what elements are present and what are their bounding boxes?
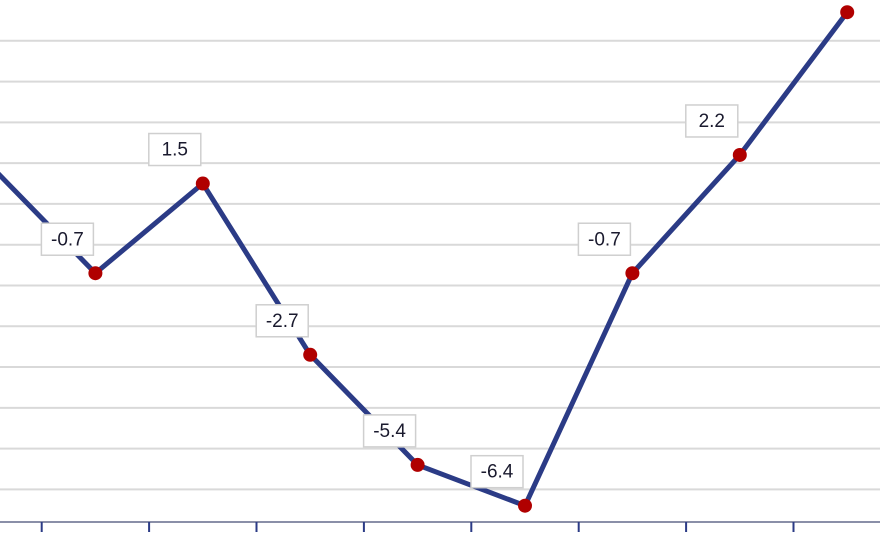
data-label-box (577, 222, 632, 256)
data-label-text: -2.7 (266, 311, 299, 332)
data-point (410, 457, 425, 472)
data-label: -2.7 (255, 304, 309, 338)
data-label-text: -0.7 (51, 229, 84, 250)
data-label-text: 2.2 (699, 111, 725, 132)
data-point (840, 5, 855, 20)
data-label-text: -5.4 (373, 421, 406, 442)
data-point (518, 498, 532, 513)
data-label: -6.4 (470, 454, 524, 489)
data-label-box (470, 454, 524, 489)
data-label: -0.7 (577, 222, 632, 256)
data-point (732, 147, 747, 162)
data-line (0, 10, 850, 509)
data-label: -0.7 (40, 222, 95, 256)
data-point (195, 176, 210, 191)
data-point (88, 266, 103, 281)
data-label-box (255, 304, 309, 338)
data-point (625, 266, 640, 281)
data-label: 2.2 (685, 104, 739, 138)
data-label: 1.5 (148, 132, 202, 167)
data-label: -5.4 (362, 414, 417, 448)
data-label-box (148, 132, 202, 167)
data-label-box (40, 222, 95, 256)
data-label-box (685, 104, 739, 138)
data-label-box (362, 414, 417, 448)
data-label-text: -0.7 (588, 229, 621, 250)
data-label-text: -6.4 (481, 462, 514, 483)
data-point (303, 347, 318, 362)
data-label-text: 1.5 (162, 140, 188, 161)
